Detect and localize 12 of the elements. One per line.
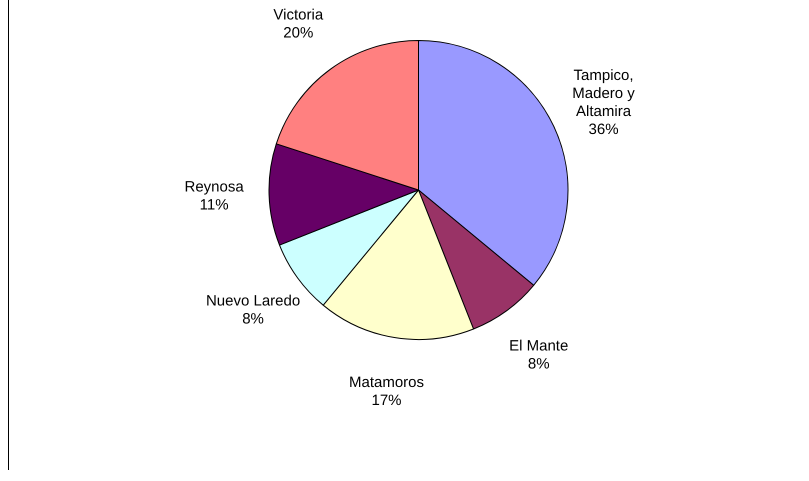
data-label: 17% xyxy=(371,392,402,410)
slice-label: El Mante xyxy=(509,338,568,355)
data-label: 36% xyxy=(588,121,619,138)
data-label: 8% xyxy=(528,356,550,373)
data-label: 8% xyxy=(242,310,264,328)
slice-label: Tampico, Madero y Altamira xyxy=(572,67,636,120)
data-label: 20% xyxy=(283,24,314,42)
slice-label: Reynosa xyxy=(184,178,244,196)
data-label: 11% xyxy=(200,196,229,214)
slice-label: Nuevo Laredo xyxy=(206,292,300,310)
slice-label: Victoria xyxy=(273,6,324,24)
slice-label: Matamoros xyxy=(348,374,424,392)
